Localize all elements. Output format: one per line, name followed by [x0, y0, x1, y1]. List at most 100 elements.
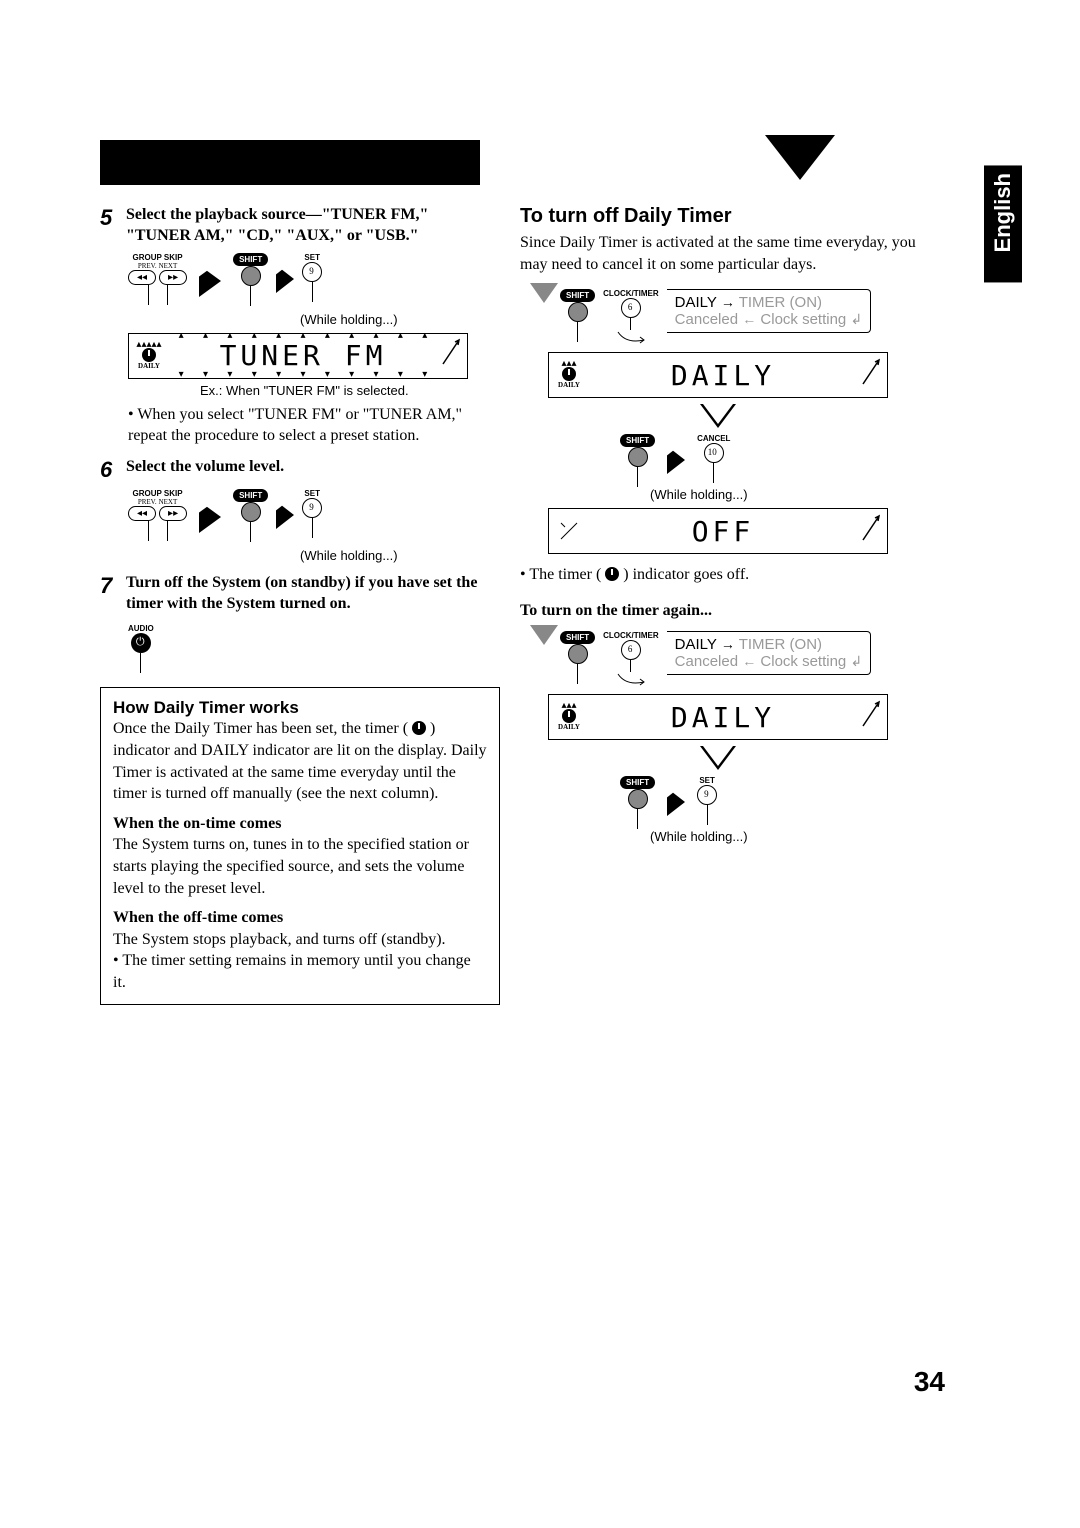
display-panel-off: OFF [548, 508, 888, 554]
holding-caption: (While holding...) [300, 548, 500, 563]
shift-label-icon: SHIFT [620, 434, 655, 447]
gray-arrow-down-icon [530, 625, 558, 645]
audio-button-diagram: AUDIO ⏻ [128, 618, 500, 673]
prev-button-icon: ◂◂ [128, 270, 156, 285]
clocktimer-label: CLOCK/TIMER [603, 631, 659, 640]
display-panel-daily: ▴▴▴ DAILY DAILY [548, 352, 888, 398]
flow-daily: DAILY [675, 636, 717, 653]
shift-button-group: SHIFT [233, 253, 268, 306]
flow-clock: Clock setting [760, 311, 846, 328]
curved-arrow-icon [616, 672, 646, 686]
flow-daily: DAILY [675, 294, 717, 311]
shift-button-icon [241, 266, 261, 286]
shift-button-icon [628, 447, 648, 467]
off-time-bullet: • The timer setting remains in memory un… [113, 950, 487, 993]
prev-label: PREV. [138, 498, 157, 506]
flow-timer-on: TIMER (ON) [739, 294, 822, 311]
shift-label-icon: SHIFT [560, 289, 595, 302]
off-time-heading: When the off-time comes [113, 907, 487, 929]
page-header-bar [100, 140, 1020, 185]
header-black-block [100, 140, 480, 185]
step-title: Select the playback source—"TUNER FM," "… [126, 205, 496, 247]
shift-button-group: SHIFT [560, 631, 595, 684]
clocktimer-num: 6 [628, 644, 633, 654]
step-number: 7 [100, 573, 122, 599]
display-left-indicators: ▴▴▴ DAILY [549, 361, 589, 389]
clocktimer-button-icon: 6 [621, 640, 641, 660]
box-heading: How Daily Timer works [113, 698, 487, 718]
shift-label-icon: SHIFT [620, 776, 655, 789]
display-left-indicators: ▴▴▴▴▴ DAILY [129, 342, 169, 370]
flow-canceled: Canceled [675, 311, 738, 328]
turn-off-intro: Since Daily Timer is activated at the sa… [520, 232, 920, 275]
arrow-right-icon [276, 501, 294, 534]
p1a: Once the Daily Timer has been set, the t… [113, 720, 408, 737]
daily-badge: DAILY [138, 362, 160, 370]
clocktimer-button-icon: 6 [621, 298, 641, 318]
step5-note: • When you select "TUNER FM" or "TUNER A… [128, 404, 500, 447]
display-right-icon [857, 514, 887, 549]
step-6: 6 Select the volume level. GROUP SKIP PR… [100, 457, 500, 563]
set-num: 9 [704, 789, 709, 799]
display-panel-daily-2: ▴▴▴ DAILY DAILY [548, 694, 888, 740]
arrow-right-icon [667, 788, 685, 821]
step-5: 5 Select the playback source—"TUNER FM,"… [100, 205, 500, 447]
flow-states: DAILY → TIMER (ON) Canceled ← Clock sett… [667, 289, 872, 333]
shift-button-icon [241, 502, 261, 522]
daily-badge: DAILY [558, 381, 580, 389]
prev-button-icon: ◂◂ [128, 506, 156, 521]
language-tab: English [984, 165, 1022, 282]
power-button-icon: ⏻ [131, 633, 151, 653]
next-button-icon: ▸▸ [159, 506, 187, 521]
turn-on-again-heading: To turn on the timer again... [520, 600, 920, 622]
set-button-icon: 9 [697, 785, 717, 805]
right-column: To turn off Daily Timer Since Daily Time… [520, 205, 920, 844]
turn-off-heading: To turn off Daily Timer [520, 205, 920, 228]
display-left-indicators [549, 521, 589, 541]
arrow-down-icon [700, 746, 736, 770]
display-text-area: ▴▴▴▴▴▴▴▴▴▴▴ TUNER FM ▾▾▾▾▾▾▾▾▾▾▾ [169, 333, 437, 378]
set-button-icon: 9 [302, 262, 322, 282]
display-left-indicators: ▴▴▴ DAILY [549, 703, 589, 731]
set-label: SET [304, 489, 320, 498]
indicator-off-a: • The timer ( [520, 566, 601, 583]
display-caption: Ex.: When "TUNER FM" is selected. [200, 383, 500, 398]
cancel-button-group: CANCEL 10 [697, 434, 730, 483]
cancel-label: CANCEL [697, 434, 730, 443]
shift-button-group: SHIFT [620, 776, 655, 829]
display-right-icon [857, 700, 887, 735]
arrow-right-icon [199, 265, 221, 302]
set-button-group: SET 9 [697, 776, 717, 825]
audio-label: AUDIO [128, 624, 154, 633]
display-panel-tuner: ▴▴▴▴▴ DAILY ▴▴▴▴▴▴▴▴▴▴▴ TUNER FM ▾▾▾▾▾▾▾… [128, 333, 468, 379]
clock-icon [562, 367, 576, 381]
arrow-right-icon [667, 446, 685, 479]
holding-caption: (While holding...) [650, 487, 920, 502]
clock-icon [142, 348, 156, 362]
gray-arrow-down-icon [530, 283, 558, 303]
set-button-group: SET 9 [302, 489, 322, 538]
set-button-group: SET 9 [302, 253, 322, 302]
button-diagram-row2: GROUP SKIP PREV. NEXT ◂◂ ▸▸ S [128, 489, 322, 542]
on-time-heading: When the on-time comes [113, 813, 487, 835]
prev-next-buttons: GROUP SKIP PREV. NEXT ◂◂ ▸▸ [128, 489, 187, 541]
box-p1: Once the Daily Timer has been set, the t… [113, 718, 487, 804]
arrow-right-icon [199, 501, 221, 538]
cancel-num: 10 [708, 447, 717, 457]
indicator-off-text: • The timer ( ) indicator goes off. [520, 564, 920, 586]
shift-label-icon: SHIFT [560, 631, 595, 644]
shift-button-icon [568, 644, 588, 664]
group-skip-label: GROUP SKIP [133, 253, 183, 262]
shift-label-icon: SHIFT [233, 489, 268, 502]
arrow-down-icon [700, 404, 736, 428]
step-7: 7 Turn off the System (on standby) if yo… [100, 573, 500, 674]
display-text: DAILY [589, 701, 857, 734]
set-button-icon: 9 [302, 498, 322, 518]
display-right-icon [437, 338, 467, 373]
display-right-icon [857, 358, 887, 393]
display-text: OFF [589, 515, 857, 548]
shift-button-group: SHIFT [560, 289, 595, 342]
step-number: 5 [100, 205, 122, 231]
flow-clock: Clock setting [760, 653, 846, 670]
header-triangle-icon [765, 135, 835, 180]
